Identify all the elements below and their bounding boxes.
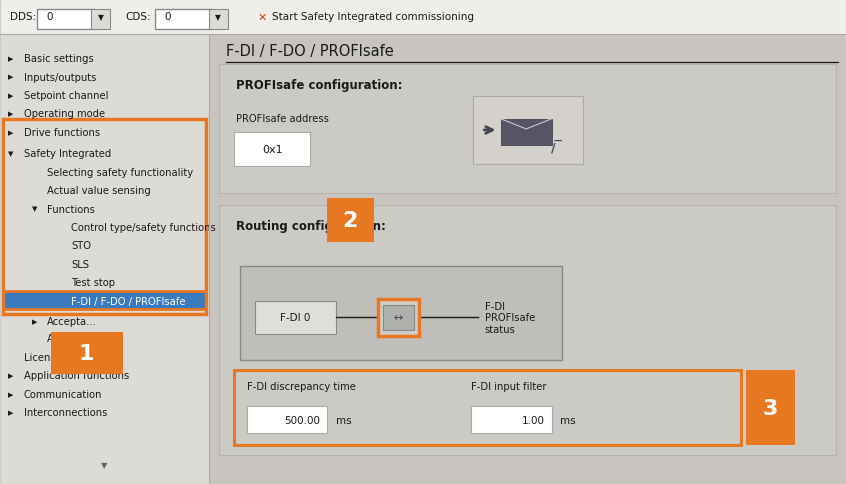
Text: —: — — [553, 137, 562, 146]
FancyBboxPatch shape — [240, 266, 562, 361]
Text: PROFIsafe configuration:: PROFIsafe configuration: — [236, 79, 403, 92]
Text: Interconnections: Interconnections — [24, 408, 107, 417]
Text: ▶: ▶ — [8, 93, 14, 99]
FancyBboxPatch shape — [327, 198, 374, 242]
Text: ▶: ▶ — [32, 318, 37, 324]
FancyBboxPatch shape — [234, 133, 310, 167]
Text: 3: 3 — [763, 398, 778, 418]
Text: Start Safety Integrated commissioning: Start Safety Integrated commissioning — [272, 13, 475, 22]
Text: ▼: ▼ — [216, 13, 221, 22]
FancyBboxPatch shape — [155, 10, 212, 30]
FancyBboxPatch shape — [219, 206, 836, 455]
Text: DDS:: DDS: — [10, 13, 36, 22]
Text: ▼: ▼ — [102, 460, 107, 469]
Text: 0: 0 — [164, 13, 171, 22]
FancyBboxPatch shape — [209, 10, 228, 30]
Text: Test stop: Test stop — [71, 278, 115, 287]
FancyBboxPatch shape — [255, 301, 336, 334]
Text: /: / — [551, 141, 556, 154]
Text: ▶: ▶ — [8, 409, 14, 415]
FancyBboxPatch shape — [383, 305, 414, 330]
Text: Operating mode: Operating mode — [24, 109, 105, 119]
Text: Application functions: Application functions — [24, 371, 129, 380]
Text: Safety Integrated: Safety Integrated — [24, 149, 111, 159]
Text: ▼: ▼ — [8, 151, 14, 157]
Text: ▶: ▶ — [8, 111, 14, 117]
Text: F-DI
PROFIsafe
status: F-DI PROFIsafe status — [485, 301, 536, 334]
FancyBboxPatch shape — [91, 10, 110, 30]
Text: License: License — [24, 352, 62, 362]
Text: Routing configuration:: Routing configuration: — [236, 220, 386, 232]
Text: ▶: ▶ — [8, 75, 14, 80]
Text: 2: 2 — [343, 210, 358, 230]
Text: Accepta...: Accepta... — [47, 317, 97, 326]
Text: STO: STO — [71, 241, 91, 251]
FancyBboxPatch shape — [473, 97, 583, 165]
Text: Selecting safety functionality: Selecting safety functionality — [47, 167, 194, 177]
Text: SLS: SLS — [71, 259, 89, 269]
Text: F-DI 0: F-DI 0 — [281, 313, 310, 322]
Text: PROFIsafe address: PROFIsafe address — [236, 114, 329, 123]
FancyBboxPatch shape — [247, 407, 327, 433]
Text: F-DI / F-DO / PROFIsafe: F-DI / F-DO / PROFIsafe — [226, 45, 393, 59]
Text: ▶: ▶ — [8, 391, 14, 397]
Text: Inputs/outputs: Inputs/outputs — [24, 73, 96, 82]
Text: ↔: ↔ — [393, 313, 404, 322]
Text: 0x1: 0x1 — [262, 145, 283, 155]
Text: F-DI discrepancy time: F-DI discrepancy time — [247, 381, 356, 391]
FancyBboxPatch shape — [219, 65, 836, 194]
Text: Control type/safety functions: Control type/safety functions — [71, 223, 216, 232]
Text: F-DI input filter: F-DI input filter — [471, 381, 547, 391]
FancyBboxPatch shape — [378, 299, 419, 336]
FancyBboxPatch shape — [471, 407, 552, 433]
Text: 0: 0 — [47, 13, 53, 22]
Text: ▶: ▶ — [8, 56, 14, 62]
Text: ▶: ▶ — [8, 373, 14, 378]
Text: ✕: ✕ — [258, 13, 267, 22]
Text: Basic settings: Basic settings — [24, 54, 93, 64]
FancyBboxPatch shape — [0, 0, 846, 35]
FancyBboxPatch shape — [234, 370, 741, 445]
FancyBboxPatch shape — [0, 35, 209, 484]
Text: F-DI / F-DO / PROFIsafe: F-DI / F-DO / PROFIsafe — [71, 296, 185, 306]
Text: ▼: ▼ — [32, 206, 37, 212]
Text: CDS:: CDS: — [125, 13, 151, 22]
FancyBboxPatch shape — [209, 35, 846, 484]
FancyBboxPatch shape — [37, 10, 95, 30]
Text: Actual value sensing: Actual value sensing — [47, 186, 151, 196]
FancyBboxPatch shape — [51, 333, 123, 374]
FancyBboxPatch shape — [3, 291, 206, 310]
Text: ▶: ▶ — [8, 130, 14, 136]
FancyBboxPatch shape — [746, 370, 795, 445]
Text: Drive functions: Drive functions — [24, 128, 100, 137]
Text: Communication: Communication — [24, 389, 102, 399]
Text: ms: ms — [336, 415, 351, 425]
Text: 500.00: 500.00 — [284, 415, 321, 425]
Text: 1: 1 — [79, 343, 95, 363]
Text: Setpoint channel: Setpoint channel — [24, 91, 108, 101]
Text: ▼: ▼ — [98, 13, 103, 22]
FancyBboxPatch shape — [501, 120, 552, 146]
Text: ms: ms — [560, 415, 575, 425]
Text: Accepta...: Accepta... — [47, 334, 97, 344]
Text: Functions: Functions — [47, 204, 96, 214]
Text: 1.00: 1.00 — [522, 415, 545, 425]
